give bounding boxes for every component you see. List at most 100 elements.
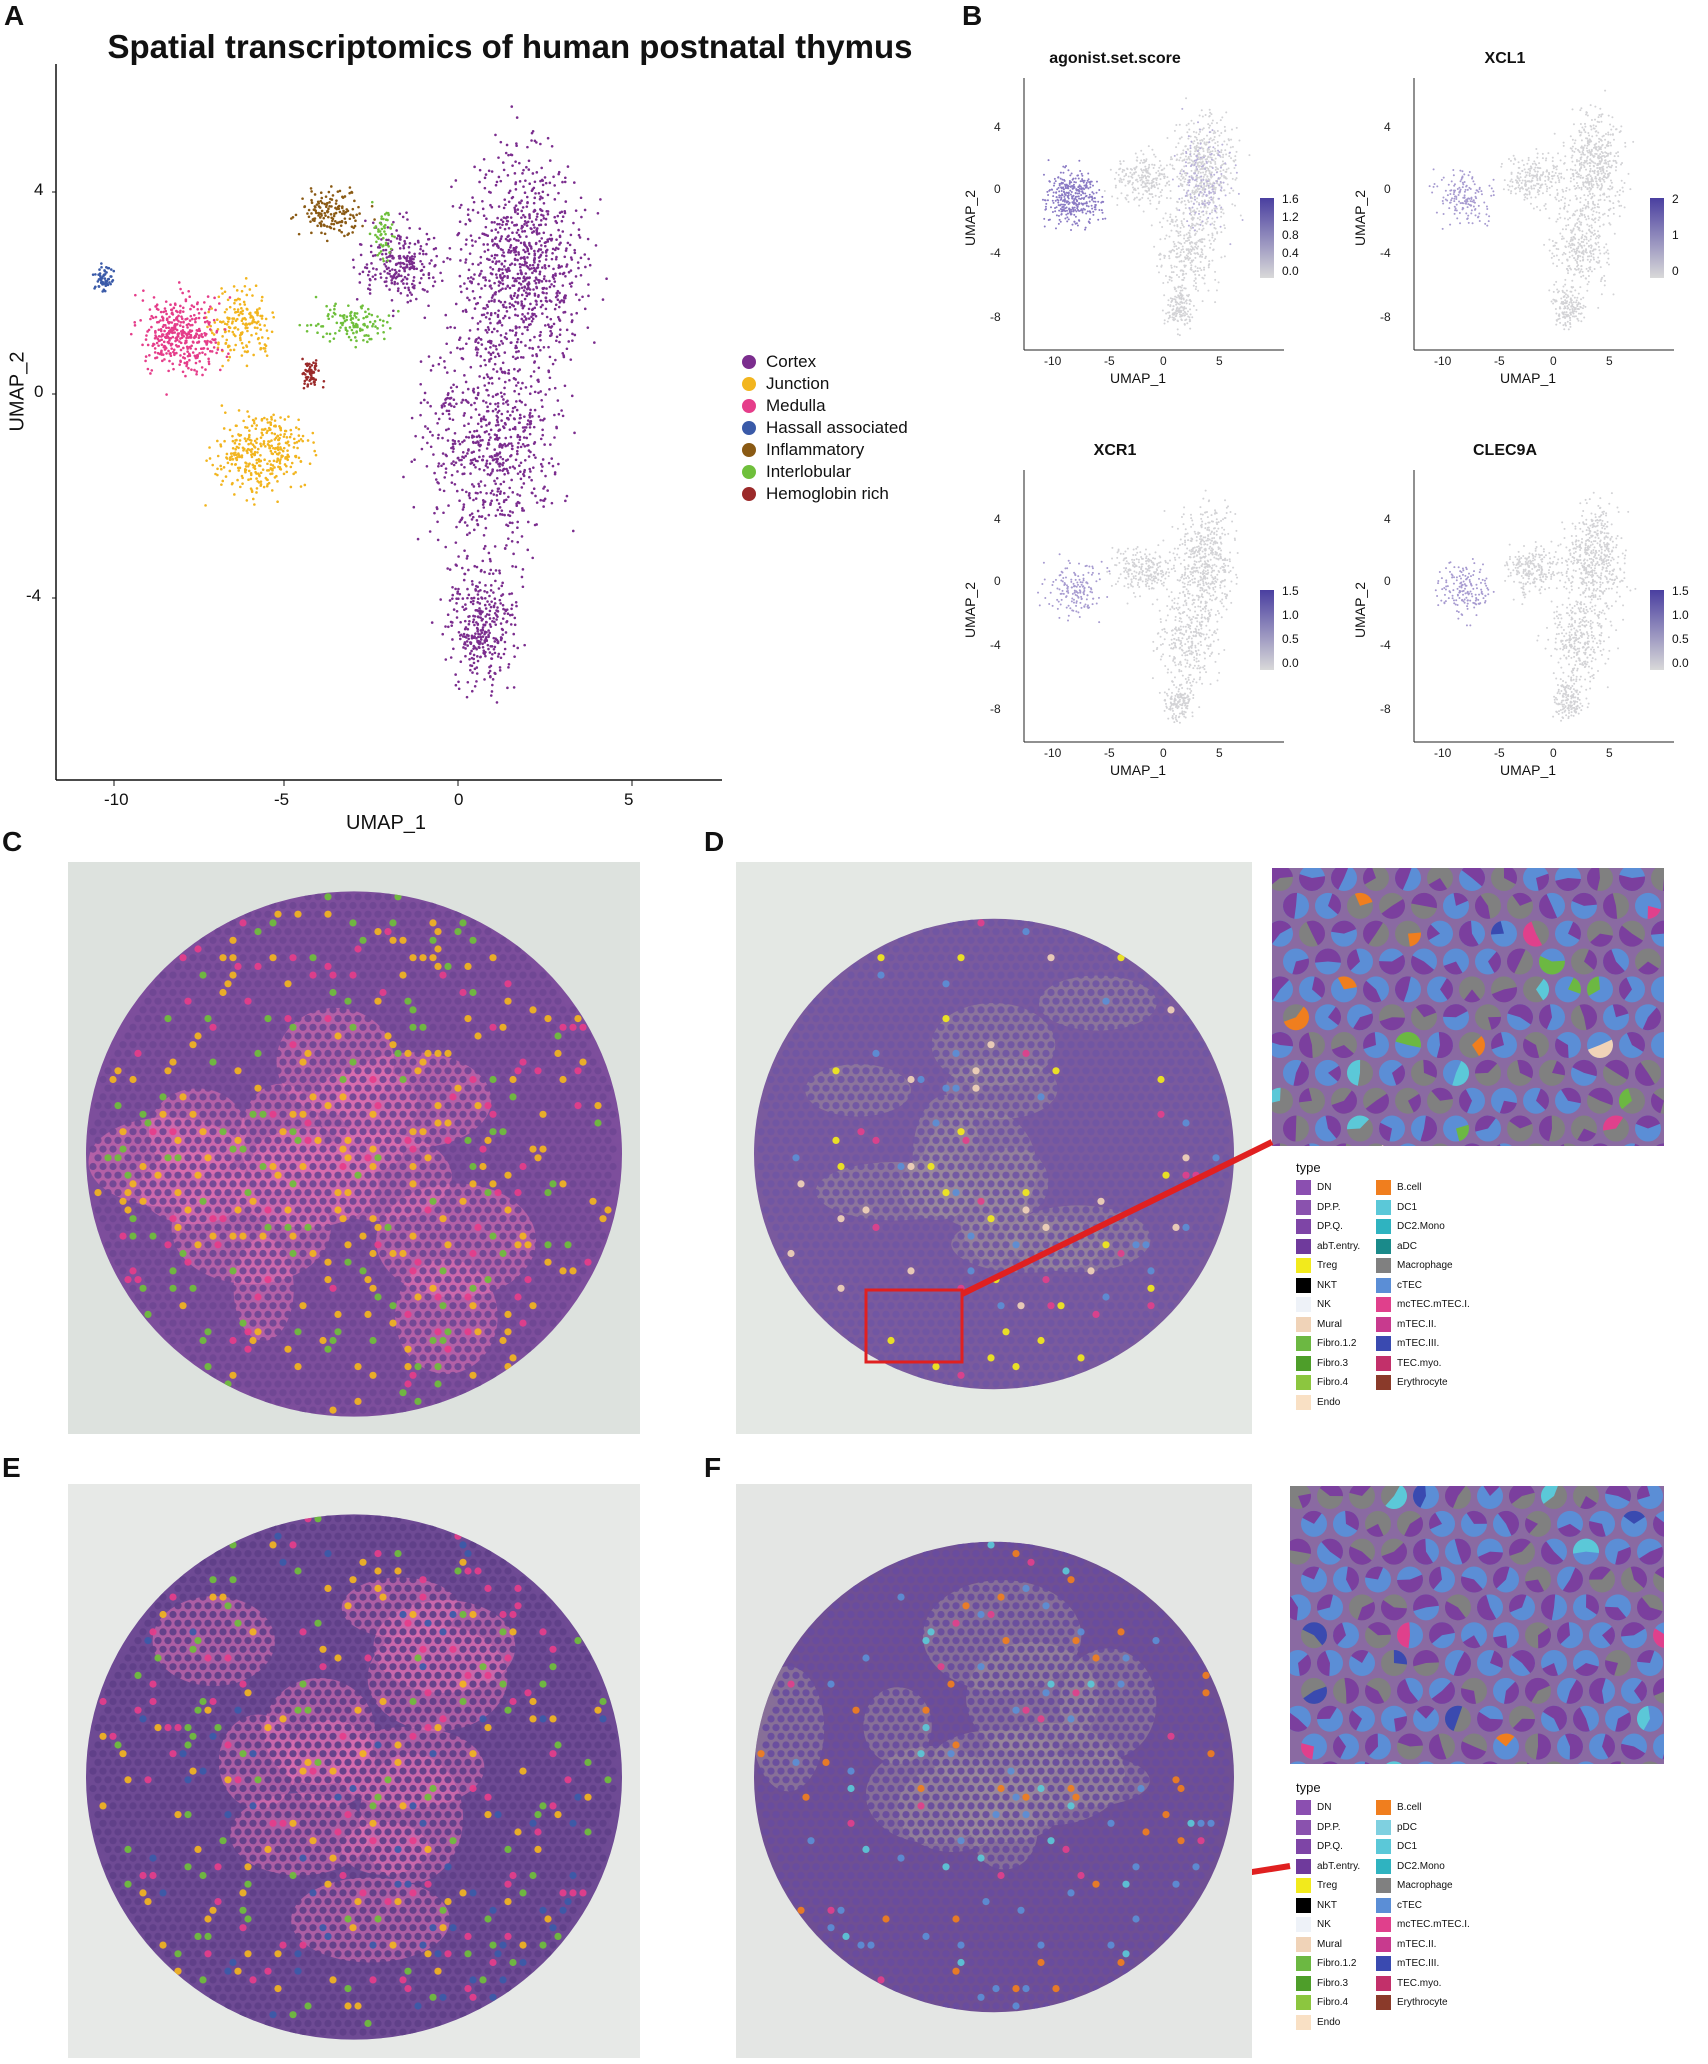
type-label: TEC.myo. bbox=[1397, 1357, 1442, 1369]
type-swatch bbox=[1376, 1199, 1391, 1215]
type-swatch bbox=[1296, 2014, 1311, 2030]
type-legend-item: mTEC.III. bbox=[1376, 1336, 1439, 1351]
type-swatch bbox=[1296, 1936, 1311, 1952]
type-swatch bbox=[1376, 1297, 1391, 1312]
x-tick-5: 5 bbox=[624, 790, 634, 809]
x-tick: -5 bbox=[1104, 354, 1115, 368]
x-tick: 5 bbox=[1606, 354, 1613, 368]
type-label: DP.P. bbox=[1317, 1821, 1341, 1833]
panel-letter-e: E bbox=[2, 1452, 21, 1483]
legend-item-cortex: Cortex bbox=[742, 352, 816, 372]
feature-xlabel: UMAP_1 bbox=[1500, 762, 1557, 778]
type-legend-item: abT.entry. bbox=[1296, 1238, 1360, 1254]
legend-swatch bbox=[742, 443, 756, 457]
type-legend-item: Endo bbox=[1296, 1394, 1340, 1410]
colorbar-tick: 0.0 bbox=[1282, 656, 1299, 670]
type-swatch bbox=[1376, 1858, 1391, 1874]
feature-xlabel: UMAP_1 bbox=[1500, 370, 1557, 386]
panel-d-tissue-image bbox=[736, 862, 1252, 1434]
legend-item-medulla: Medulla bbox=[742, 396, 826, 416]
legend-label: Junction bbox=[766, 374, 830, 393]
panel-d-zoom-inset bbox=[1272, 868, 1664, 1146]
type-swatch bbox=[1296, 1956, 1311, 1971]
type-legend-item: Macrophage bbox=[1376, 1258, 1453, 1273]
colorbar-tick: 1.5 bbox=[1672, 584, 1689, 598]
panel-a-title: Spatial transcriptomics of human postnat… bbox=[107, 28, 913, 65]
colorbar-tick: 0.0 bbox=[1672, 656, 1689, 670]
type-legend-item: aDC bbox=[1376, 1238, 1418, 1254]
type-label: Fibro.4 bbox=[1317, 1997, 1349, 2008]
y-tick-neg4: -4 bbox=[26, 586, 42, 605]
type-swatch bbox=[1296, 1897, 1311, 1913]
type-label: Mural bbox=[1317, 1938, 1343, 1950]
type-label: mTEC.II. bbox=[1397, 1318, 1437, 1330]
type-legend-item: NK bbox=[1296, 1297, 1331, 1312]
colorbar-tick: 0.5 bbox=[1672, 632, 1689, 646]
type-legend-item: Fibro.1.2 bbox=[1296, 1336, 1356, 1351]
feature-plot-xcl1: XCL1 4 0 -4 -8 -10 -5 0 5 UMAP_1 UMAP_2 2 1 0 bbox=[1350, 50, 1708, 410]
x-tick: 5 bbox=[1216, 746, 1223, 760]
feature-umap bbox=[1413, 470, 1674, 743]
type-swatch bbox=[1376, 1897, 1391, 1913]
type-legend-item: DN bbox=[1296, 1800, 1331, 1815]
legend-label: Cortex bbox=[766, 352, 817, 371]
panel-a-xlabel: UMAP_1 bbox=[346, 812, 427, 834]
x-tick: -5 bbox=[1104, 746, 1115, 760]
x-tick: 0 bbox=[1550, 354, 1557, 368]
type-legend-item: Endo bbox=[1296, 2014, 1341, 2030]
type-label: Endo bbox=[1317, 2016, 1341, 2028]
type-swatch bbox=[1376, 1936, 1391, 1952]
type-swatch bbox=[1296, 1238, 1311, 1254]
y-tick: -8 bbox=[1380, 702, 1391, 716]
type-swatch bbox=[1296, 1819, 1311, 1835]
feature-plot-title: XCR1 bbox=[1093, 442, 1137, 459]
type-legend-item: TEC.myo. bbox=[1376, 1975, 1441, 1991]
feature-plot-xcr1: XCR1 4 0 -4 -8 -10 -5 0 5 UMAP_1 UMAP_2 1.5 1.0 0.5 0.… bbox=[960, 442, 1320, 802]
colorbar-tick: 1.6 bbox=[1282, 192, 1299, 206]
x-tick-neg10: -10 bbox=[104, 790, 129, 809]
x-tick: -10 bbox=[1434, 746, 1452, 760]
x-tick-neg5: -5 bbox=[274, 790, 290, 809]
x-tick-0: 0 bbox=[454, 790, 464, 809]
legend-swatch bbox=[742, 465, 756, 479]
type-label: Fibro.4 bbox=[1317, 1377, 1349, 1388]
legend-label: Hassall associated bbox=[766, 418, 908, 437]
panel-a-umap-plot bbox=[52, 64, 722, 786]
legend-label: Inflammatory bbox=[766, 440, 865, 459]
type-swatch bbox=[1376, 1258, 1391, 1273]
x-tick: 0 bbox=[1550, 746, 1557, 760]
colorbar bbox=[1650, 590, 1664, 670]
y-tick: 4 bbox=[994, 512, 1001, 526]
type-legend-item: cTEC bbox=[1376, 1897, 1422, 1913]
feature-plot-agonist-set-score: agonist.set.score 4 0 -4 -8 -10 -5 0 5 UMAP_1 UMAP… bbox=[960, 50, 1320, 410]
type-legend-item: mTEC.II. bbox=[1376, 1316, 1437, 1332]
type-legend-item: DP.P. bbox=[1296, 1199, 1341, 1215]
type-legend-item: Erythrocyte bbox=[1376, 1995, 1448, 2010]
type-label: NK bbox=[1317, 1919, 1331, 1930]
colorbar-tick: 0.8 bbox=[1282, 228, 1299, 242]
panel-f-zoom-inset bbox=[1290, 1486, 1664, 1764]
legend-swatch bbox=[742, 399, 756, 413]
panel-a-legend: Cortex Junction Medulla Hassall associated I… bbox=[742, 352, 942, 512]
type-legend-item: Fibro.4 bbox=[1296, 1995, 1348, 2010]
type-label: DC2.Mono bbox=[1397, 1221, 1445, 1232]
type-label: Treg bbox=[1317, 1260, 1338, 1271]
type-label: aDC bbox=[1397, 1240, 1418, 1252]
type-legend-item: Fibro.1.2 bbox=[1296, 1956, 1356, 1971]
y-tick-4: 4 bbox=[34, 180, 44, 199]
legend-label: Hemoglobin rich bbox=[766, 484, 889, 503]
type-legend-item: abT.entry. bbox=[1296, 1858, 1360, 1874]
type-legend-item: B.cell bbox=[1376, 1180, 1421, 1195]
x-tick: -5 bbox=[1494, 354, 1505, 368]
type-swatch bbox=[1376, 1355, 1391, 1371]
feature-ylabel: UMAP_2 bbox=[962, 189, 979, 247]
feature-ylabel: UMAP_2 bbox=[1352, 581, 1369, 639]
x-tick: -10 bbox=[1434, 354, 1452, 368]
type-swatch bbox=[1376, 1316, 1391, 1332]
type-label: Mural bbox=[1317, 1318, 1343, 1330]
colorbar-tick: 1.0 bbox=[1672, 608, 1689, 622]
y-tick: -8 bbox=[990, 310, 1001, 324]
type-label: DC2.Mono bbox=[1397, 1860, 1445, 1872]
type-legend-item: DN bbox=[1296, 1180, 1331, 1195]
x-tick: -10 bbox=[1044, 354, 1062, 368]
